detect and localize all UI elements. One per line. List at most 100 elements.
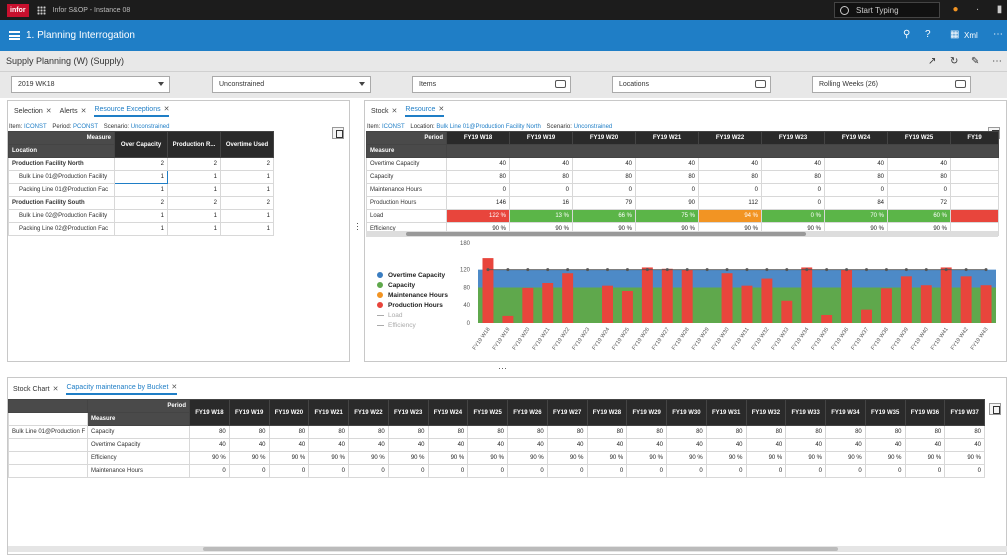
table-cell[interactable]: 0 — [824, 183, 888, 197]
period-column-header[interactable]: FY19 W21 — [635, 131, 699, 145]
table-row[interactable]: Maintenance Hours 0 0 0 0 0 0 0 0 0 0 0 0 0 0 0 0 0 0 0 0 — [8, 464, 985, 478]
table-cell[interactable]: 40 — [268, 438, 310, 452]
table-cell[interactable]: 80 — [348, 425, 389, 439]
table-cell[interactable]: 90 % — [785, 451, 826, 465]
table-cell[interactable]: 80 — [509, 170, 573, 184]
table-cell[interactable]: 1 — [167, 222, 221, 236]
table-cell[interactable]: 40 — [904, 438, 946, 452]
table-cell[interactable]: 80 — [864, 425, 906, 439]
table-cell[interactable]: 1 — [114, 183, 168, 197]
period-column-header[interactable]: FY19 W33 — [785, 399, 826, 426]
period-column-header[interactable]: FY19 W25 — [467, 399, 508, 426]
table-cell[interactable]: 0 — [785, 464, 826, 478]
table-cell[interactable]: 0 % — [761, 209, 825, 223]
table-cell[interactable]: 90 % — [308, 451, 349, 465]
table-row[interactable]: Maintenance Hours 0 0 0 0 0 0 0 0 — [366, 183, 999, 197]
table-cell[interactable]: 80 — [507, 425, 548, 439]
scenario-select[interactable]: Unconstrained — [212, 76, 371, 93]
tab-selection[interactable]: Selection ✕ — [14, 108, 52, 115]
search-input[interactable]: Start Typing — [834, 2, 940, 18]
table-cell[interactable]: 90 % — [467, 451, 508, 465]
table-cell[interactable]: 40 — [887, 157, 951, 171]
table-cell[interactable]: 13 % — [509, 209, 573, 223]
table-cell[interactable]: 112 — [698, 196, 762, 210]
table-cell[interactable]: 80 — [228, 425, 270, 439]
table-cell[interactable]: 40 — [944, 438, 985, 452]
period-column-header[interactable]: FY19 W20 — [268, 399, 310, 426]
period-column-header[interactable]: FY19 W18 — [446, 131, 510, 145]
table-cell[interactable]: 1 — [167, 170, 221, 184]
production-hours-bar[interactable] — [821, 315, 833, 323]
period-column-header[interactable]: FY19 W23 — [387, 399, 429, 426]
table-cell[interactable]: 0 — [509, 183, 573, 197]
table-cell[interactable]: 40 — [635, 157, 699, 171]
table-cell[interactable]: 80 — [626, 425, 667, 439]
table-cell[interactable]: 1 — [220, 170, 274, 184]
table-row[interactable]: Overtime Capacity 40 40 40 40 40 40 40 40 — [366, 157, 999, 171]
table-cell[interactable]: 0 — [427, 464, 469, 478]
table-cell[interactable]: 0 — [348, 464, 389, 478]
period-column-header[interactable]: FY19 W24 — [427, 399, 469, 426]
table-cell[interactable]: 0 — [904, 464, 946, 478]
table-cell[interactable] — [950, 170, 999, 184]
period-column-header[interactable]: FY19 W34 — [825, 399, 866, 426]
table-cell[interactable]: 40 — [509, 157, 573, 171]
locations-filter[interactable]: Locations — [612, 76, 771, 93]
table-cell[interactable]: 40 — [546, 438, 588, 452]
table-cell[interactable]: 0 — [825, 464, 866, 478]
table-cell[interactable]: 40 — [825, 438, 866, 452]
period-column-header[interactable]: FY19 W20 — [572, 131, 636, 145]
column-header[interactable]: Over Capacity — [114, 131, 168, 158]
table-cell[interactable]: 0 — [705, 464, 747, 478]
production-hours-bar[interactable] — [542, 283, 554, 323]
tab-resource-exceptions[interactable]: Resource Exceptions ✕ — [94, 105, 170, 117]
table-cell[interactable] — [950, 209, 999, 223]
table-cell[interactable]: 60 % — [887, 209, 951, 223]
table-cell[interactable]: 80 — [268, 425, 310, 439]
column-header[interactable]: Overtime Used — [220, 131, 274, 158]
splitter-handle[interactable]: ⋯ — [353, 222, 363, 232]
table-cell[interactable]: 80 — [785, 425, 826, 439]
table-row[interactable]: Efficiency 90 % 90 % 90 % 90 % 90 % 90 % 90 % 90… — [8, 451, 985, 465]
table-cell[interactable]: 0 — [635, 183, 699, 197]
scenario-link[interactable]: Unconstrained — [130, 124, 170, 130]
table-cell[interactable]: 0 — [761, 183, 825, 197]
table-cell[interactable]: 0 — [446, 183, 510, 197]
production-hours-bar[interactable] — [502, 315, 514, 323]
table-cell[interactable]: 80 — [944, 425, 985, 439]
production-hours-bar[interactable] — [741, 285, 753, 323]
table-cell[interactable]: 80 — [387, 425, 429, 439]
edit-icon[interactable]: ✎ — [971, 56, 980, 67]
table-cell[interactable] — [950, 196, 999, 210]
table-cell[interactable]: 80 — [904, 425, 946, 439]
production-hours-bar[interactable] — [641, 267, 653, 323]
table-cell[interactable]: 40 — [705, 438, 747, 452]
table-cell[interactable]: 1 — [167, 183, 221, 197]
table-cell[interactable]: 0 — [626, 464, 667, 478]
period-link[interactable]: PCONST — [73, 124, 99, 130]
table-cell[interactable]: 1 — [167, 209, 221, 223]
table-cell[interactable]: 40 — [586, 438, 628, 452]
table-cell[interactable]: 0 — [268, 464, 310, 478]
table-cell[interactable]: 0 — [745, 464, 787, 478]
table-cell[interactable]: 90 — [635, 196, 699, 210]
production-hours-bar[interactable] — [482, 258, 494, 323]
period-column-header[interactable]: FY19 W21 — [308, 399, 349, 426]
table-cell[interactable]: 40 — [507, 438, 548, 452]
help-icon[interactable]: ? — [925, 29, 931, 40]
table-cell[interactable]: 80 — [666, 425, 707, 439]
table-cell[interactable]: 75 % — [635, 209, 699, 223]
table-cell[interactable]: 80 — [467, 425, 508, 439]
table-cell[interactable]: 90 % — [546, 451, 588, 465]
production-hours-bar[interactable] — [602, 285, 613, 323]
app-grid-icon[interactable] — [36, 5, 46, 15]
table-cell[interactable]: 0 — [864, 464, 906, 478]
table-cell[interactable]: 80 — [572, 170, 636, 184]
table-cell[interactable]: 0 — [887, 183, 951, 197]
table-cell[interactable]: 40 — [626, 438, 667, 452]
table-cell[interactable]: 0 — [507, 464, 548, 478]
period-column-header[interactable]: FY19 W31 — [705, 399, 747, 426]
user-icon[interactable]: ● — [952, 4, 959, 15]
table-cell[interactable]: 90 % — [586, 451, 628, 465]
table-cell[interactable]: 146 — [446, 196, 510, 210]
